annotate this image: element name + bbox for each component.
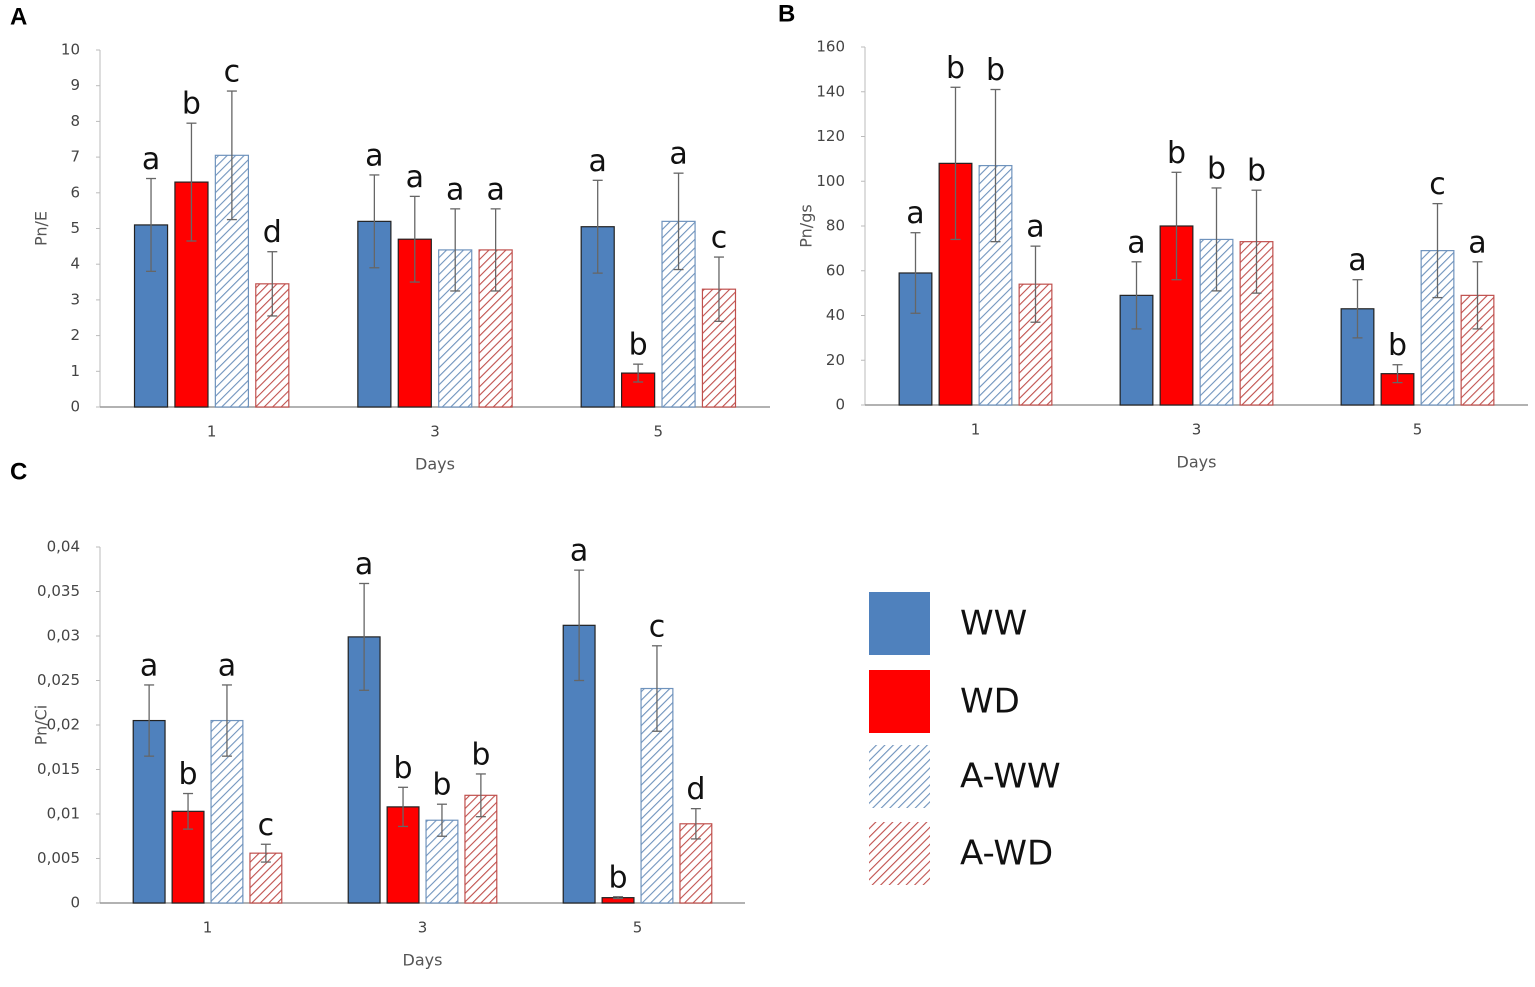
legend-label: A-WW <box>960 757 1061 797</box>
legend-swatch <box>869 592 930 655</box>
significance-letter: b <box>1388 328 1407 363</box>
legend-swatch <box>869 745 930 808</box>
x-tick-label: 3 <box>1192 421 1202 439</box>
significance-letter: d <box>263 215 282 250</box>
significance-letter: b <box>629 328 648 363</box>
significance-letter: a <box>355 547 373 582</box>
significance-letter: a <box>669 137 687 172</box>
y-tick-label: 0,005 <box>37 849 80 867</box>
significance-letter: b <box>1247 154 1266 189</box>
significance-letter: a <box>406 160 424 195</box>
bar <box>133 224 169 408</box>
legend-label: A-WD <box>960 834 1053 874</box>
significance-letter: c <box>711 221 728 256</box>
significance-letter: a <box>570 534 588 569</box>
x-axis-label: Days <box>415 455 455 474</box>
significance-letter: c <box>649 609 666 644</box>
x-tick-label: 3 <box>430 423 440 441</box>
x-tick-label: 5 <box>654 423 664 441</box>
y-tick-label: 40 <box>826 306 845 324</box>
y-tick-label: 10 <box>61 41 80 59</box>
y-tick-label: 0 <box>70 398 80 416</box>
significance-letter: a <box>486 172 504 207</box>
y-tick-label: 9 <box>70 76 80 94</box>
panel-label: B <box>778 0 795 27</box>
significance-letter: a <box>1127 225 1145 260</box>
y-axis-label: Pn/Ci <box>32 705 51 746</box>
y-tick-label: 140 <box>816 82 845 100</box>
bar <box>132 719 166 904</box>
significance-letter: b <box>946 51 965 86</box>
significance-letter: a <box>446 172 464 207</box>
x-axis-label: Days <box>1177 453 1217 472</box>
significance-letter: b <box>609 860 628 895</box>
y-tick-label: 0 <box>70 894 80 912</box>
x-tick-label: 5 <box>1413 421 1423 439</box>
significance-letter: d <box>686 772 705 807</box>
legend-swatch <box>869 670 930 733</box>
significance-letter: b <box>394 751 413 786</box>
y-tick-label: 4 <box>70 255 80 273</box>
y-tick-label: 0 <box>835 396 845 414</box>
y-tick-label: 2 <box>70 326 80 344</box>
y-tick-label: 0,04 <box>47 538 80 556</box>
y-tick-label: 60 <box>826 261 845 279</box>
x-tick-label: 3 <box>418 919 428 937</box>
significance-letter: b <box>179 757 198 792</box>
y-tick-label: 0,03 <box>47 627 80 645</box>
y-tick-label: 0,015 <box>37 760 80 778</box>
significance-letter: b <box>1207 151 1226 186</box>
y-tick-label: 0,025 <box>37 671 80 689</box>
y-tick-label: 1 <box>70 362 80 380</box>
significance-letter: b <box>1167 136 1186 171</box>
significance-letter: c <box>258 808 275 843</box>
significance-letter: b <box>432 768 451 803</box>
y-tick-label: 100 <box>816 172 845 190</box>
bar <box>171 810 205 904</box>
significance-letter: b <box>986 53 1005 88</box>
panel-label: A <box>10 3 27 30</box>
significance-letter: b <box>182 87 201 122</box>
legend-label: WW <box>960 604 1027 644</box>
x-axis-label: Days <box>403 951 443 970</box>
significance-letter: a <box>1348 243 1366 278</box>
y-tick-label: 120 <box>816 127 845 145</box>
y-tick-label: 160 <box>816 38 845 56</box>
significance-letter: a <box>906 196 924 231</box>
y-tick-label: 20 <box>826 351 845 369</box>
x-tick-label: 5 <box>633 919 643 937</box>
x-tick-label: 1 <box>971 421 981 439</box>
significance-letter: b <box>471 737 490 772</box>
y-tick-label: 6 <box>70 183 80 201</box>
y-axis-label: Pn/gs <box>797 204 816 247</box>
x-tick-label: 1 <box>207 423 217 441</box>
significance-letter: a <box>218 648 236 683</box>
significance-letter: a <box>1026 210 1044 245</box>
y-tick-label: 0,035 <box>37 582 80 600</box>
y-tick-label: 7 <box>70 148 80 166</box>
legend-swatch <box>869 822 930 885</box>
y-tick-label: 0,01 <box>47 805 80 823</box>
y-tick-label: 80 <box>826 217 845 235</box>
significance-letter: a <box>1468 225 1486 260</box>
x-tick-label: 1 <box>203 919 213 937</box>
significance-letter: a <box>365 138 383 173</box>
significance-letter: a <box>140 648 158 683</box>
significance-letter: c <box>1429 167 1446 202</box>
y-axis-label: Pn/E <box>32 211 51 246</box>
panel-label: C <box>10 458 27 485</box>
y-tick-label: 0,02 <box>47 716 80 734</box>
y-tick-label: 5 <box>70 219 80 237</box>
legend-label: WD <box>960 682 1020 722</box>
significance-letter: a <box>589 144 607 179</box>
y-tick-label: 8 <box>70 112 80 130</box>
significance-letter: c <box>224 55 241 90</box>
y-tick-label: 3 <box>70 290 80 308</box>
bar <box>1340 308 1375 406</box>
significance-letter: a <box>142 142 160 177</box>
